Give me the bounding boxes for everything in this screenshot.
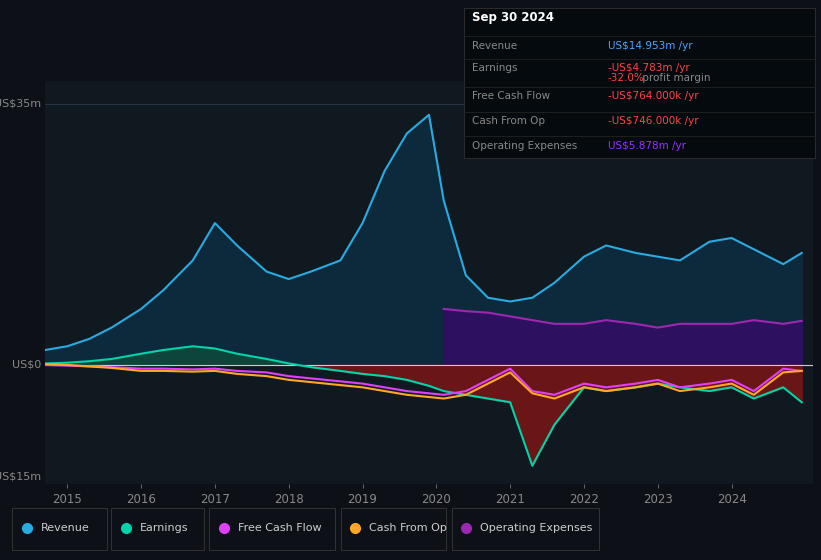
Text: -US$15m: -US$15m	[0, 472, 41, 482]
FancyBboxPatch shape	[341, 508, 446, 550]
Text: Free Cash Flow: Free Cash Flow	[472, 91, 550, 101]
Text: Free Cash Flow: Free Cash Flow	[238, 523, 322, 533]
Text: Earnings: Earnings	[140, 523, 188, 533]
Text: Cash From Op: Cash From Op	[472, 116, 545, 127]
Text: US$14.953m /yr: US$14.953m /yr	[608, 41, 692, 51]
Text: Earnings: Earnings	[472, 63, 517, 73]
Text: Sep 30 2024: Sep 30 2024	[472, 11, 554, 24]
Text: Operating Expenses: Operating Expenses	[472, 141, 577, 151]
FancyBboxPatch shape	[12, 508, 107, 550]
FancyBboxPatch shape	[111, 508, 204, 550]
FancyBboxPatch shape	[452, 508, 599, 550]
Text: US$35m: US$35m	[0, 99, 41, 109]
Text: Operating Expenses: Operating Expenses	[480, 523, 593, 533]
Text: US$0: US$0	[12, 360, 41, 370]
Text: US$5.878m /yr: US$5.878m /yr	[608, 141, 686, 151]
Text: Revenue: Revenue	[41, 523, 89, 533]
Text: -US$764.000k /yr: -US$764.000k /yr	[608, 91, 698, 101]
Text: -32.0%: -32.0%	[608, 73, 644, 83]
Text: -US$746.000k /yr: -US$746.000k /yr	[608, 116, 698, 127]
Text: Revenue: Revenue	[472, 41, 517, 51]
Text: -US$4.783m /yr: -US$4.783m /yr	[608, 63, 690, 73]
FancyBboxPatch shape	[209, 508, 335, 550]
Text: profit margin: profit margin	[639, 73, 710, 83]
Text: Cash From Op: Cash From Op	[369, 523, 447, 533]
